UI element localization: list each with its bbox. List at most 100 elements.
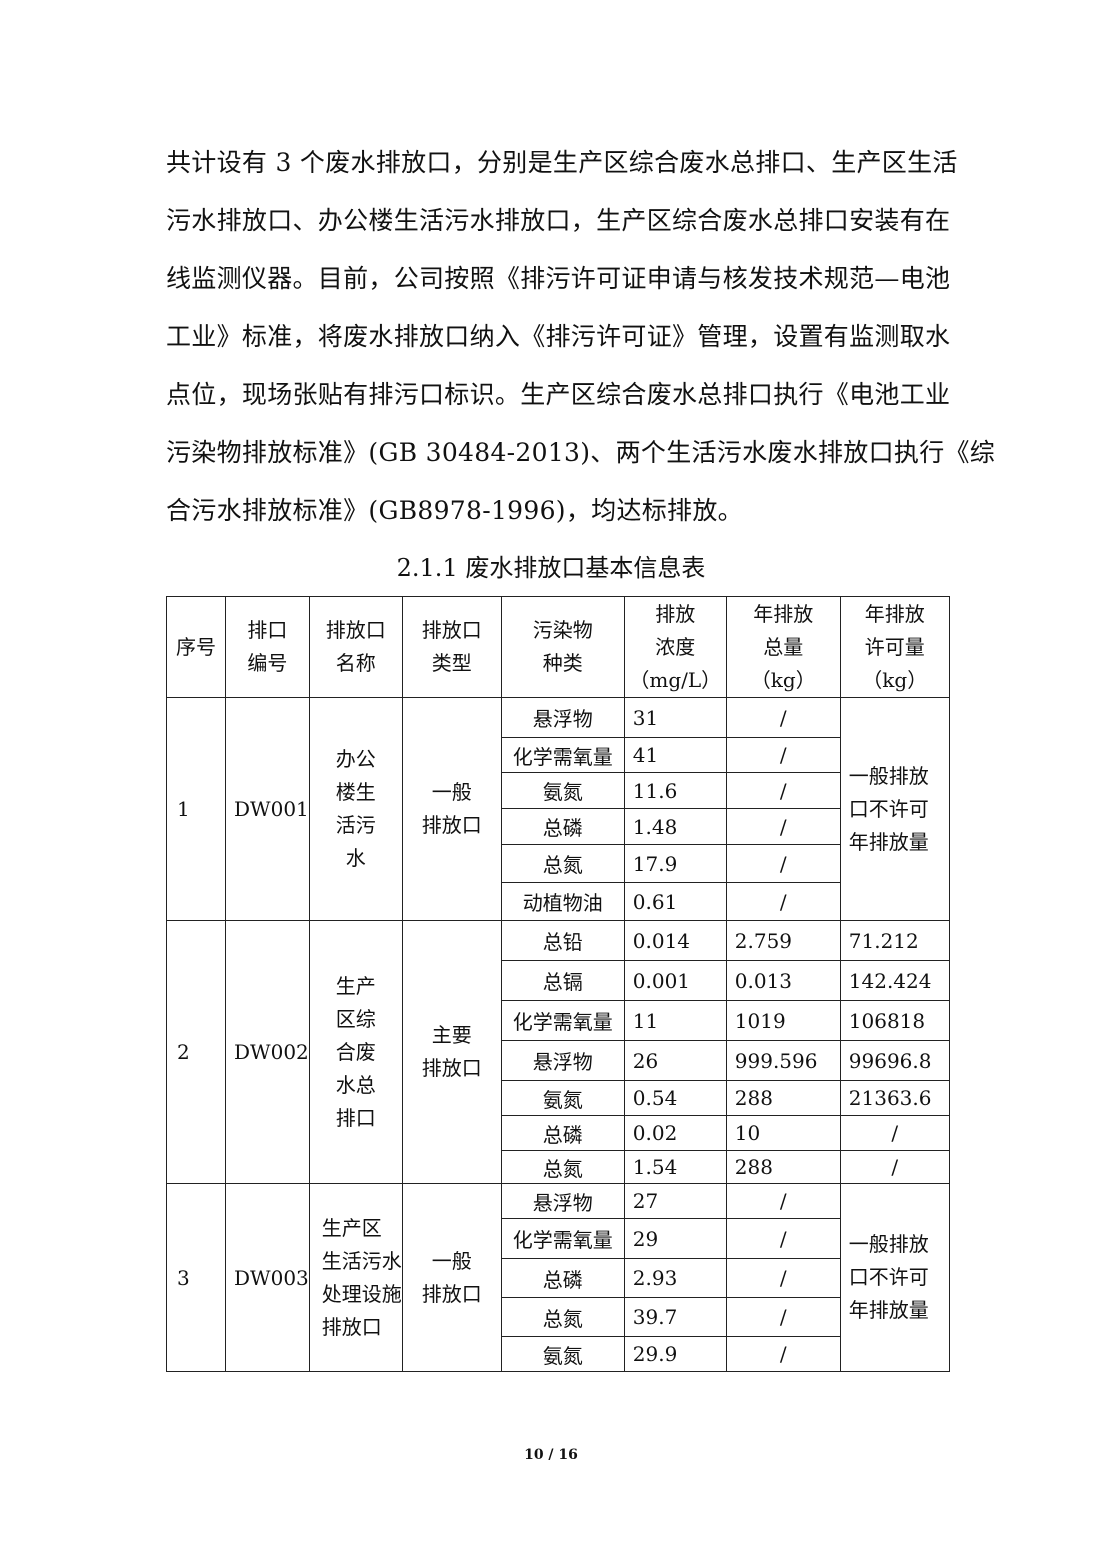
pollutant-cell: 动植物油	[500, 882, 625, 921]
annual-total-cell: /	[725, 1336, 841, 1372]
annual-total-cell: /	[725, 1258, 841, 1298]
header-cell-line: 年排放	[753, 601, 814, 626]
annual-permit-cell-line: 一般排放	[848, 1232, 929, 1256]
page-number: 10 / 16	[524, 1447, 578, 1463]
annual-permit-cell: 71.212	[839, 920, 950, 961]
outlet-type: 一般 排放口	[401, 697, 502, 921]
annual-permit-cell: 99696.8	[839, 1040, 950, 1081]
table-row: 动植物油 0.61/	[167, 882, 950, 921]
concentration-cell: 27	[623, 1183, 727, 1219]
table-row: 氨氮 11.6/	[167, 772, 950, 809]
annual-total-cell: /	[725, 1297, 841, 1337]
concentration-cell: 0.014	[623, 920, 727, 961]
header-cell-line: （kg）	[862, 667, 928, 692]
outlet-type-line: 一般	[431, 780, 472, 804]
outlet-name-line: 生产	[335, 973, 376, 998]
annual-total-cell: /	[725, 808, 841, 845]
header-cell: 年排放 许可量 （kg）	[839, 596, 950, 698]
pollutant-cell: 总磷	[500, 808, 625, 845]
outlet-type-line: 一般	[431, 1248, 472, 1273]
header-row: 序号 排口 编号 排放口 名称 排放口 类型 污染物 种类 排放 浓度 （mg/L） 年排放 总量 （kg）…	[166, 596, 950, 698]
header-cell: 污染物 种类	[500, 596, 625, 698]
concentration-cell: 0.54	[623, 1080, 727, 1116]
annual-permit-cell-line: 年排放量	[848, 829, 929, 854]
outlet-name-line: 处理设施	[321, 1281, 402, 1306]
annual-total-cell: /	[725, 1218, 841, 1259]
table-row: 3 DW003 生产区 生活污水 处理设施 排放口 一般 排放口 悬浮物 27/一般排放 口不许可年…	[166, 1183, 950, 1372]
pollutant-cell: 总氮	[500, 844, 625, 883]
outlet-name-line: 排放口	[321, 1314, 382, 1339]
outlet-name-line: 楼生	[335, 780, 376, 804]
outlet-type-line: 排放口	[421, 813, 482, 837]
wastewater-outlet-table: 序号 排口 编号 排放口 名称 排放口 类型 污染物 种类 排放 浓度 （mg/L） 年排放 总量 （kg）…	[166, 596, 950, 1372]
pollutant-cell: 总镉	[500, 960, 625, 1001]
outlet-type-line: 排放口	[421, 1056, 482, 1080]
row-number: 2	[166, 920, 226, 1184]
concentration-cell: 29.9	[623, 1336, 727, 1372]
header-cell-line: （mg/L）	[629, 667, 722, 692]
annual-total-cell: 999.596	[725, 1040, 841, 1081]
outlet-name-line: 水	[345, 846, 366, 870]
header-cell: 年排放 总量 （kg）	[725, 596, 841, 698]
concentration-cell: 11.6	[623, 772, 727, 809]
header-cell-line: 序号	[176, 634, 216, 659]
body-paragraph: 共计设有 3 个废水排放口，分别是生产区综合废水总排口、生产区生活 污水排放口、办…	[166, 140, 996, 546]
concentration-cell: 17.9	[623, 844, 727, 883]
annual-total-cell: /	[725, 772, 841, 809]
concentration-cell: 0.02	[623, 1115, 727, 1151]
pollutant-cell: 总磷	[500, 1115, 625, 1151]
annual-total-cell: /	[725, 737, 841, 773]
annual-permit-cell: 142.424	[839, 960, 950, 1001]
header-cell-line: 浓度	[655, 634, 696, 659]
annual-total-cell: /	[725, 844, 841, 883]
header-cell-line: 名称	[335, 651, 376, 675]
table-row: 化学需氧量 11 1019 106818	[167, 1000, 950, 1041]
paragraph-line: 工业》标准，将废水排放口纳入《排污许可证》管理，设置有监测取水	[166, 322, 951, 351]
annual-permit-cell-line: 年排放量	[848, 1298, 929, 1322]
pollutant-cell: 悬浮物	[500, 697, 625, 738]
header-cell: 排放口 类型	[401, 596, 502, 698]
outlet-name-line: 活污	[335, 813, 376, 837]
annual-permit-cell: 一般排放 口不许可 年排放量	[839, 697, 950, 921]
concentration-cell: 29	[623, 1218, 727, 1259]
annual-total-cell: 2.759	[725, 920, 841, 961]
table-row: 氨氮 0.54 288 21363.6	[167, 1080, 950, 1116]
row-number: 1	[166, 697, 226, 921]
header-cell-line: 类型	[431, 651, 472, 675]
concentration-cell: 41	[623, 737, 727, 773]
table-caption: 2.1.1 废水排放口基本信息表	[396, 554, 706, 582]
table-row: 1 DW001 办公 楼生 活污水一般 排放口 悬浮物 31/一般排放 口不许可 年排放量	[166, 697, 950, 921]
outlet-type: 一般 排放口	[401, 1183, 502, 1372]
annual-permit-cell: 21363.6	[839, 1080, 950, 1116]
annual-total-cell: 0.013	[725, 960, 841, 1001]
header-cell-line: 排放	[655, 601, 696, 626]
outlet-name-line: 水总	[335, 1072, 376, 1097]
outlet-type: 主要 排放口	[401, 920, 502, 1184]
concentration-cell: 2.93	[623, 1258, 727, 1298]
annual-total-cell: 288	[725, 1080, 841, 1116]
header-cell: 序号	[166, 596, 226, 698]
header-cell-line: （kg）	[750, 667, 816, 692]
concentration-cell: 11	[623, 1000, 727, 1041]
annual-total-cell: /	[725, 882, 841, 921]
outlet-name-line: 生产区	[321, 1215, 382, 1240]
annual-total-cell: 10	[725, 1115, 841, 1151]
outlet-type-line: 主要	[431, 1023, 472, 1047]
header-cell-line: 排放口	[325, 618, 386, 642]
table-row: 总氮 1.54 288/	[167, 1150, 950, 1184]
header-cell-line: 年排放	[864, 601, 925, 626]
pollutant-cell: 化学需氧量	[500, 1218, 625, 1259]
outlet-name-line: 排口	[335, 1105, 376, 1130]
pollutant-cell: 氨氮	[500, 772, 625, 809]
annual-total-cell: 1019	[725, 1000, 841, 1041]
header-cell-line: 排口	[247, 618, 288, 642]
paragraph-line: 污染物排放标准》(GB 30484-2013)、两个生活污水废水排放口执行《综	[166, 438, 996, 467]
concentration-cell: 0.61	[623, 882, 727, 921]
table-row: 化学需氧量 29/	[167, 1218, 950, 1259]
pollutant-cell: 化学需氧量	[500, 737, 625, 773]
annual-permit-cell-line: 口不许可	[848, 796, 929, 821]
outlet-name: 办公 楼生 活污水	[308, 697, 403, 921]
header-cell-line: 编号	[247, 651, 288, 675]
annual-permit-cell: /	[839, 1115, 950, 1151]
header-cell: 排放口 名称	[308, 596, 403, 698]
